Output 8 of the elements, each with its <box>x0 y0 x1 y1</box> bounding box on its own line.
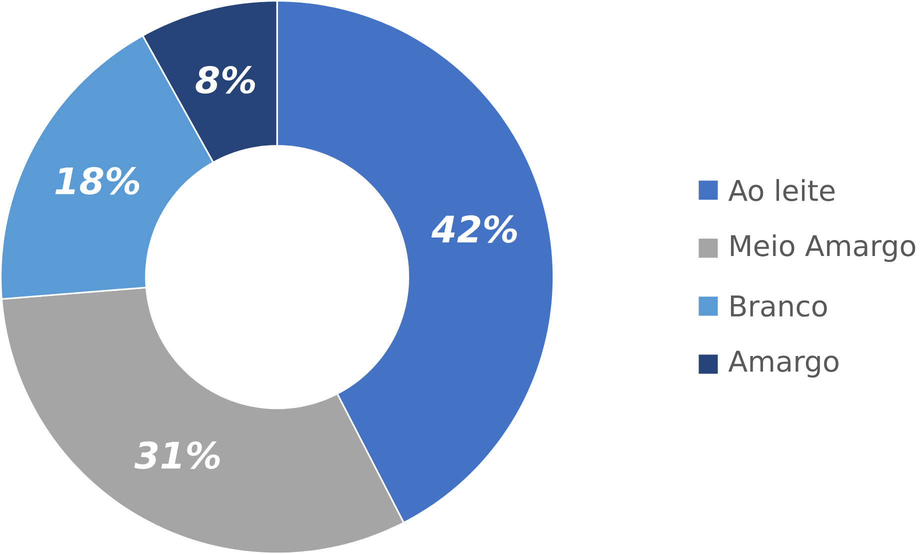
legend-label: Amargo <box>728 350 838 378</box>
data-label: 31% <box>134 441 220 469</box>
legend-label: Branco <box>730 295 827 317</box>
data-label: 42% <box>431 215 517 243</box>
data-label: 18% <box>55 166 140 195</box>
legend-label: Meio Amargo <box>730 234 916 262</box>
legend-label: Ao leite <box>728 178 835 202</box>
data-label: 8% <box>196 66 255 94</box>
